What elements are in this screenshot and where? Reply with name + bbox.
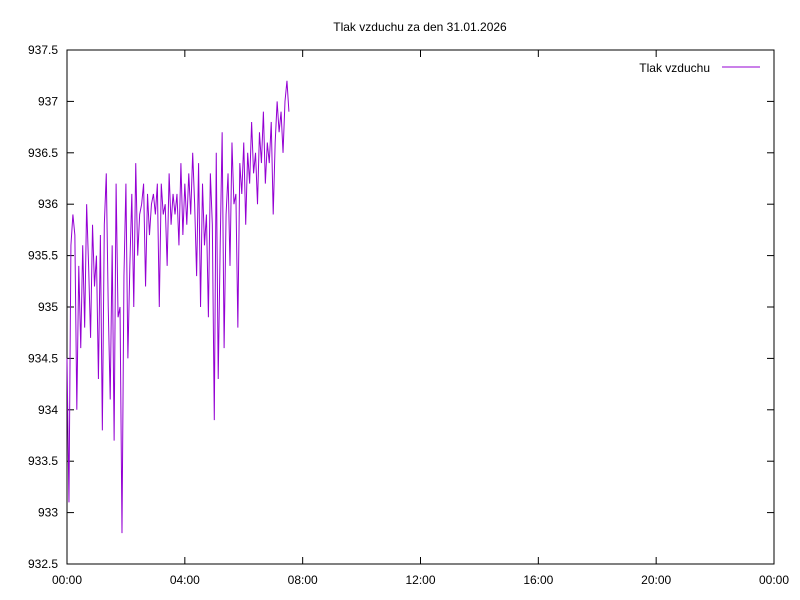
y-tick-label: 935.5 bbox=[28, 249, 58, 263]
x-tick-label: 20:00 bbox=[641, 573, 671, 587]
y-tick-label: 934 bbox=[38, 403, 58, 417]
y-tick-label: 936 bbox=[38, 197, 58, 211]
y-tick-label: 937.5 bbox=[28, 43, 58, 57]
legend: Tlak vzduchu bbox=[639, 61, 760, 75]
x-tick-label: 00:00 bbox=[759, 573, 789, 587]
x-tick-label: 12:00 bbox=[405, 573, 435, 587]
x-tick-label: 16:00 bbox=[523, 573, 553, 587]
x-tick-label: 00:00 bbox=[52, 573, 82, 587]
y-axis: 932.5 933 933.5 934 934.5 935 935.5 936 936.5 937… bbox=[28, 43, 774, 571]
y-tick-label: 936.5 bbox=[28, 146, 58, 160]
y-tick-label: 937 bbox=[38, 94, 58, 108]
y-tick-label: 932.5 bbox=[28, 557, 58, 571]
x-axis: 00:00 04:00 08:00 12:00 16:00 20:00 00:00 bbox=[52, 50, 789, 587]
plot-frame bbox=[66, 49, 775, 565]
series-line bbox=[66, 80, 290, 534]
y-tick-label: 934.5 bbox=[28, 351, 58, 365]
series-layer bbox=[66, 80, 290, 534]
chart-title: Tlak vzduchu za den 31.01.2026 bbox=[333, 20, 507, 34]
y-tick-label: 933.5 bbox=[28, 454, 58, 468]
x-tick-label: 08:00 bbox=[288, 573, 318, 587]
legend-label: Tlak vzduchu bbox=[639, 61, 710, 75]
y-tick-label: 933 bbox=[38, 506, 58, 520]
x-tick-label: 04:00 bbox=[170, 573, 200, 587]
y-tick-label: 935 bbox=[38, 300, 58, 314]
